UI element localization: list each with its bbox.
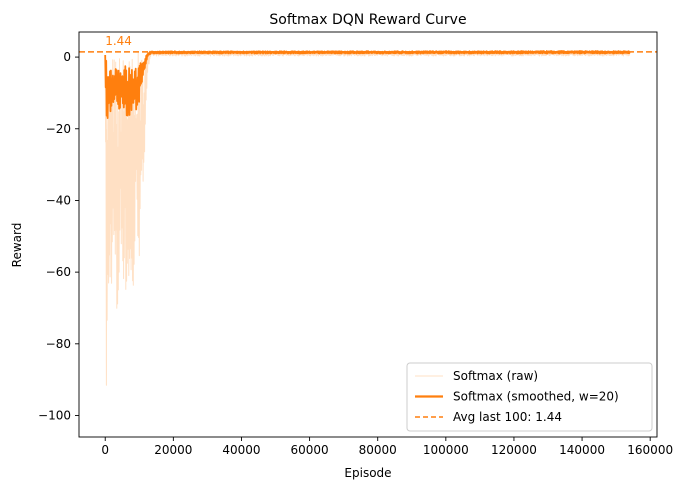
y-tick-label: −40 <box>46 193 71 207</box>
y-tick-label: 0 <box>63 50 71 64</box>
x-tick-label: 120000 <box>491 443 537 457</box>
legend-entry-label: Softmax (smoothed, w=20) <box>453 390 619 404</box>
y-tick-label: −80 <box>46 337 71 351</box>
chart-title: Softmax DQN Reward Curve <box>269 12 466 28</box>
x-axis-label: Episode <box>344 466 391 480</box>
avg-annotation-label: 1.44 <box>105 34 132 48</box>
x-tick-label: 140000 <box>559 443 605 457</box>
legend-entry-label: Avg last 100: 1.44 <box>453 410 562 424</box>
x-tick-label: 20000 <box>154 443 192 457</box>
y-axis-label: Reward <box>10 223 24 268</box>
y-tick-label: −60 <box>46 265 71 279</box>
x-tick-label: 0 <box>101 443 109 457</box>
x-tick-label: 60000 <box>290 443 328 457</box>
raw-series-line <box>104 50 631 386</box>
legend-entry-label: Softmax (raw) <box>453 369 538 383</box>
y-tick-label: −100 <box>38 408 71 422</box>
x-tick-label: 40000 <box>222 443 260 457</box>
legend-box <box>406 362 653 432</box>
y-tick-label: −20 <box>46 122 71 136</box>
x-tick-label: 80000 <box>359 443 397 457</box>
plot-frame <box>78 31 658 438</box>
smoothed-series-line <box>104 50 631 119</box>
x-tick-label: 160000 <box>627 443 673 457</box>
x-tick-label: 100000 <box>423 443 469 457</box>
